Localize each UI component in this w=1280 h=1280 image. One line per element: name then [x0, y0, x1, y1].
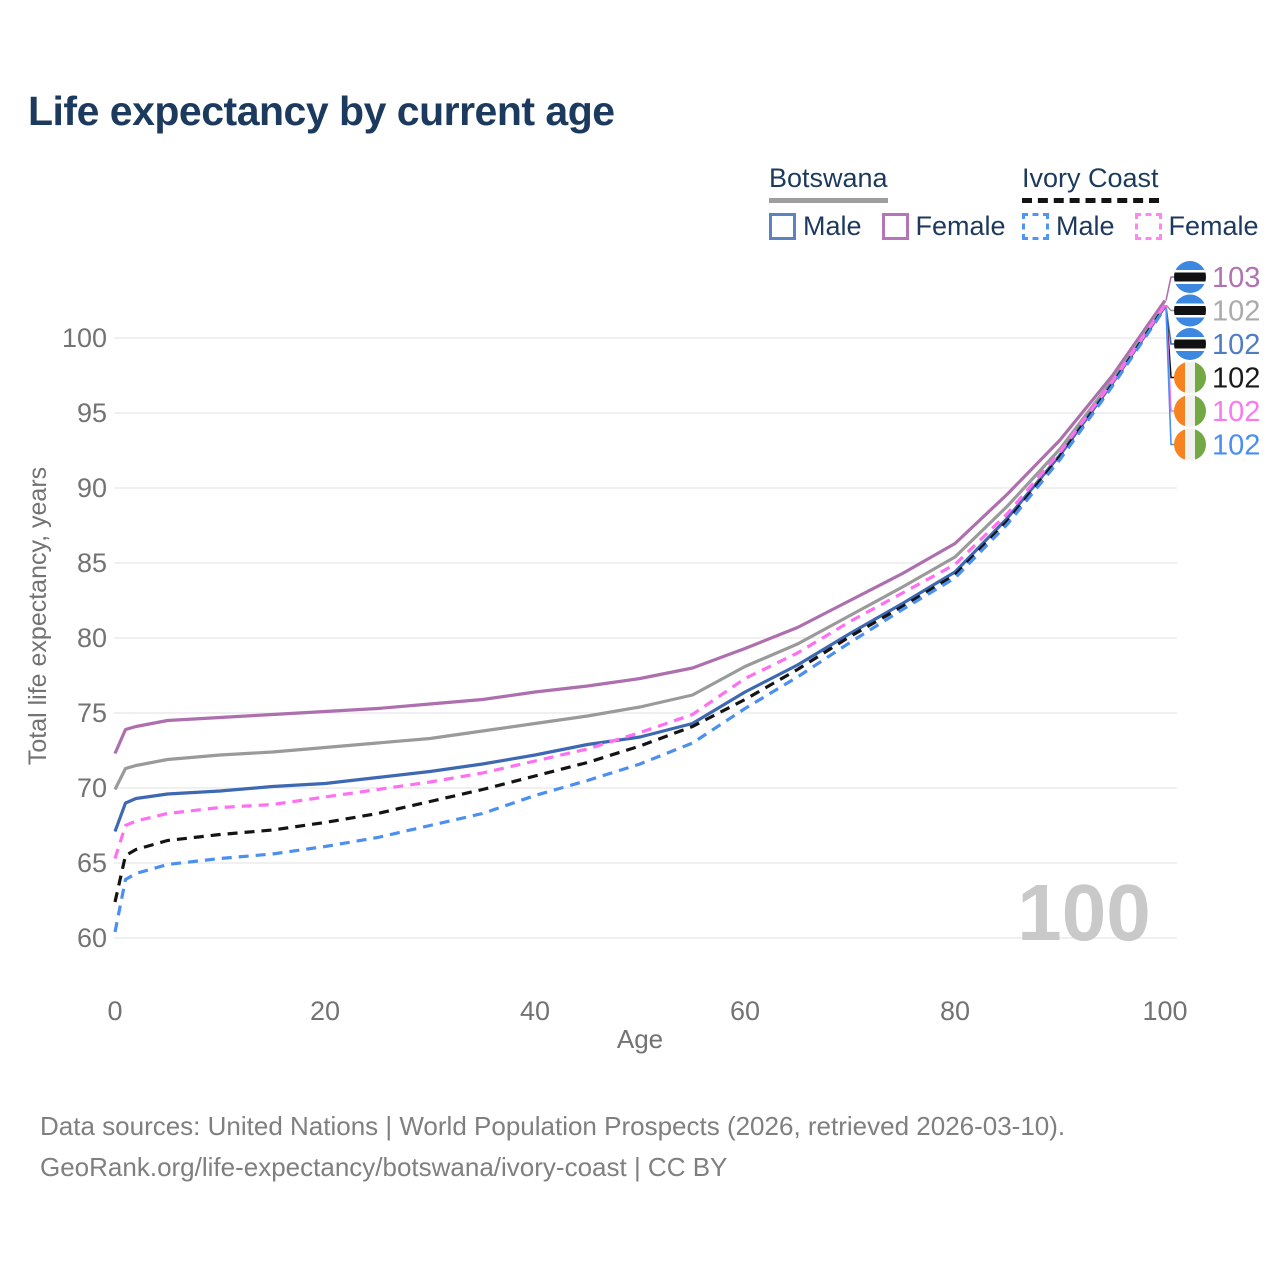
- x-tick-100: 100: [1142, 996, 1187, 1026]
- x-axis-label: Age: [617, 1024, 663, 1054]
- end-label-ivory-coast-female: 102: [1212, 396, 1260, 428]
- y-tick-100: 100: [62, 323, 107, 353]
- leader-line-botswana-female: [1165, 276, 1174, 301]
- y-tick-60: 60: [77, 923, 107, 953]
- checkbox-ivory-coast-female[interactable]: [1134, 212, 1162, 240]
- leader-line-botswana-total: [1165, 304, 1174, 312]
- end-label-ivory-coast-total: 102: [1212, 363, 1260, 395]
- legend-label-ivory-coast-female: Female: [1168, 211, 1259, 241]
- legend-item-ivory-coast-female[interactable]: Female: [1134, 211, 1259, 241]
- y-tick-70: 70: [77, 773, 107, 803]
- line-botswana-female: [113, 299, 1167, 755]
- checkbox-botswana-female[interactable]: [881, 212, 909, 240]
- x-tick-20: 20: [310, 996, 340, 1026]
- age-watermark: 100: [1017, 868, 1150, 957]
- x-tick-80: 80: [940, 996, 970, 1026]
- x-tick-60: 60: [730, 996, 760, 1026]
- checkbox-ivory-coast-male[interactable]: [1022, 212, 1049, 240]
- line-ivory-coast-total: [113, 305, 1167, 903]
- line-botswana-male: [113, 305, 1167, 833]
- end-label-botswana-male: 102: [1212, 329, 1260, 361]
- page-title: Life expectancy by current age: [28, 88, 615, 134]
- legend-group-ivory-coast: Ivory Coast Male Female: [1022, 163, 1279, 241]
- end-label-botswana-total: 102: [1212, 296, 1260, 328]
- end-label-ivory-coast-male: 102: [1212, 430, 1260, 462]
- footer-data-sources: Data sources: United Nations | World Pop…: [40, 1111, 1066, 1141]
- y-tick-90: 90: [77, 473, 107, 503]
- end-label-botswana-female: 103: [1212, 262, 1260, 294]
- checkbox-botswana-male[interactable]: [769, 212, 796, 240]
- legend-label-botswana-male: Male: [803, 211, 862, 241]
- y-axis-label: Total life expectancy, years: [24, 467, 52, 765]
- y-tick-95: 95: [77, 398, 107, 428]
- legend-item-botswana-male[interactable]: Male: [769, 211, 862, 241]
- footer: Data sources: United Nations | World Pop…: [40, 1106, 1240, 1188]
- line-ivory-coast-male: [113, 307, 1167, 933]
- legend-item-botswana-female[interactable]: Female: [881, 211, 1006, 241]
- legend-header-ivory-coast: Ivory Coast: [1022, 163, 1159, 203]
- x-tick-40: 40: [520, 996, 550, 1026]
- y-tick-75: 75: [77, 698, 107, 728]
- leader-line-ivory-coast-male: [1165, 307, 1174, 446]
- flag-icon-ivory-coast: [1174, 361, 1206, 394]
- line-ivory-coast-female: [113, 304, 1167, 859]
- flag-icon-ivory-coast: [1174, 395, 1206, 427]
- y-tick-80: 80: [77, 623, 107, 653]
- line-botswana-total: [113, 304, 1167, 791]
- y-tick-85: 85: [77, 548, 107, 578]
- x-tick-0: 0: [107, 996, 122, 1026]
- legend-label-botswana-female: Female: [915, 211, 1006, 241]
- legend-item-ivory-coast-male[interactable]: Male: [1022, 211, 1115, 241]
- flag-icon-botswana: [1174, 328, 1206, 360]
- flag-icon-botswana: [1174, 261, 1206, 293]
- flag-icon-ivory-coast: [1174, 428, 1206, 461]
- legend-group-botswana: Botswana Male Female: [769, 163, 1026, 241]
- legend-label-ivory-coast-male: Male: [1056, 211, 1115, 241]
- flag-icon-botswana: [1174, 294, 1206, 327]
- legend-header-botswana: Botswana: [769, 163, 888, 203]
- footer-attribution: GeoRank.org/life-expectancy/botswana/ivo…: [40, 1152, 728, 1182]
- y-tick-65: 65: [77, 848, 107, 878]
